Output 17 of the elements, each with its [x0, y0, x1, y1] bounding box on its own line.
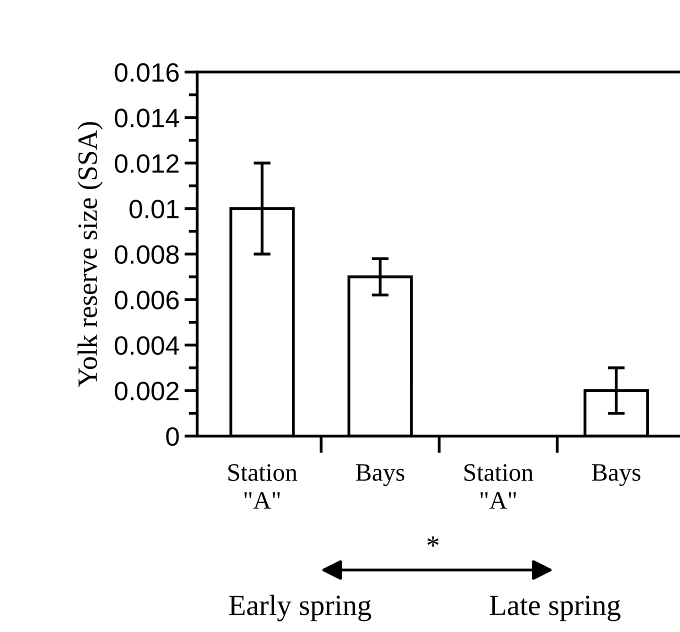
x-tick-label: Bays	[592, 464, 640, 486]
x-tick-label: Bays	[356, 464, 404, 486]
x-tick-label: Station "A"	[228, 464, 298, 509]
y-tick-label: 0.002	[114, 382, 179, 400]
y-tick-label: 0.016	[114, 63, 179, 82]
y-tick-label: 0.008	[114, 245, 179, 264]
x-tick-label: Station "A"	[464, 464, 534, 509]
text: Late spring	[490, 596, 620, 622]
text: *	[427, 536, 439, 547]
y-tick-label: 0.014	[114, 108, 180, 128]
y-tick-label: 0	[166, 427, 179, 446]
y-tick-label: 0.006	[114, 290, 179, 310]
y-axis-title: Yolk reserve size (SSA)	[78, 122, 103, 387]
y-tick-label: 0.012	[114, 154, 179, 173]
y-tick-label: 0.01	[130, 200, 179, 218]
text: Early spring	[229, 594, 372, 622]
y-tick-label: 0.004	[114, 336, 180, 355]
